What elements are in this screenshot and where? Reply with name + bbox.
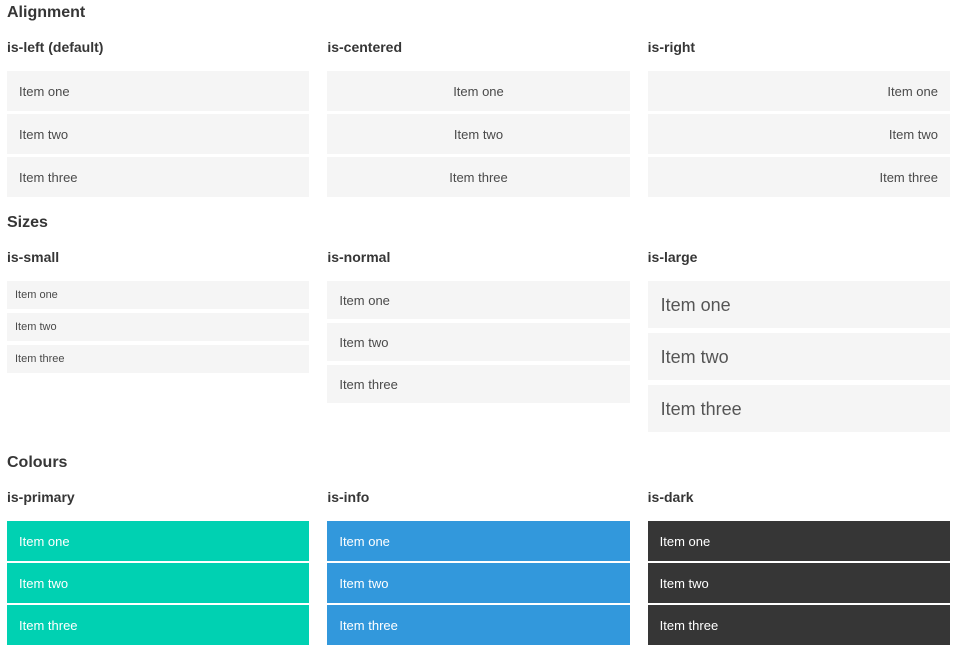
column-is-dark: is-dark Item one Item two Item three <box>647 489 950 647</box>
column-is-right: is-right Item one Item two Item three <box>647 39 950 197</box>
list-item: Item three <box>327 605 630 645</box>
list-item: Item two <box>7 114 310 154</box>
section-columns: is-primary Item one Item two Item three … <box>7 490 950 647</box>
list-normal: Item one Item two Item three <box>327 281 630 403</box>
list-item: Item three <box>647 605 950 645</box>
section-columns: is-small Item one Item two Item three is… <box>7 250 950 437</box>
column-is-centered: is-centered Item one Item two Item three <box>327 39 630 197</box>
list-item: Item two <box>327 323 630 361</box>
list-item: Item one <box>7 281 310 309</box>
list-small: Item one Item two Item three <box>7 281 310 373</box>
section-title: Colours <box>7 454 68 471</box>
list-right-aligned: Item one Item two Item three <box>647 71 950 197</box>
list-primary: Item one Item two Item three <box>7 521 310 645</box>
section-title: Sizes <box>7 214 48 231</box>
list-item: Item three <box>327 365 630 403</box>
column-is-info: is-info Item one Item two Item three <box>327 489 630 647</box>
list-item: Item one <box>647 281 950 328</box>
list-large: Item one Item two Item three <box>647 281 950 432</box>
section-sizes: Sizes is-small Item one Item two Item th… <box>7 215 950 437</box>
section-title: Alignment <box>7 4 86 21</box>
list-item: Item one <box>327 71 630 111</box>
column-is-primary: is-primary Item one Item two Item three <box>7 489 310 647</box>
list-item: Item two <box>647 114 950 154</box>
section-columns: is-left (default) Item one Item two Item… <box>7 40 950 197</box>
column-heading: is-left (default) <box>7 39 104 55</box>
column-heading: is-small <box>7 249 60 265</box>
list-item: Item one <box>7 521 310 561</box>
column-heading: is-dark <box>647 489 694 505</box>
column-heading: is-info <box>327 489 370 505</box>
list-left-aligned: Item one Item two Item three <box>7 71 310 197</box>
list-item: Item three <box>7 157 310 197</box>
list-item: Item two <box>327 114 630 154</box>
section-alignment: Alignment is-left (default) Item one Ite… <box>7 5 950 197</box>
list-item: Item three <box>7 605 310 645</box>
list-item: Item one <box>7 71 310 111</box>
list-item: Item one <box>327 281 630 319</box>
list-item: Item two <box>647 563 950 603</box>
list-item: Item one <box>647 71 950 111</box>
list-item: Item one <box>327 521 630 561</box>
list-item: Item one <box>647 521 950 561</box>
list-item: Item two <box>7 313 310 341</box>
list-dark: Item one Item two Item three <box>647 521 950 645</box>
list-item: Item three <box>7 345 310 373</box>
column-is-small: is-small Item one Item two Item three <box>7 249 310 377</box>
column-is-normal: is-normal Item one Item two Item three <box>327 249 630 407</box>
column-is-large: is-large Item one Item two Item three <box>647 249 950 437</box>
section-colours: Colours is-primary Item one Item two Ite… <box>7 455 950 647</box>
column-heading: is-normal <box>327 249 391 265</box>
list-item: Item three <box>327 157 630 197</box>
list-item: Item three <box>647 157 950 197</box>
list-item: Item two <box>327 563 630 603</box>
list-info: Item one Item two Item three <box>327 521 630 645</box>
column-heading: is-centered <box>327 39 403 55</box>
list-item: Item two <box>647 333 950 380</box>
column-is-left: is-left (default) Item one Item two Item… <box>7 39 310 197</box>
list-item: Item two <box>7 563 310 603</box>
column-heading: is-right <box>647 39 696 55</box>
column-heading: is-primary <box>7 489 75 505</box>
list-centered: Item one Item two Item three <box>327 71 630 197</box>
list-item: Item three <box>647 385 950 432</box>
column-heading: is-large <box>647 249 698 265</box>
